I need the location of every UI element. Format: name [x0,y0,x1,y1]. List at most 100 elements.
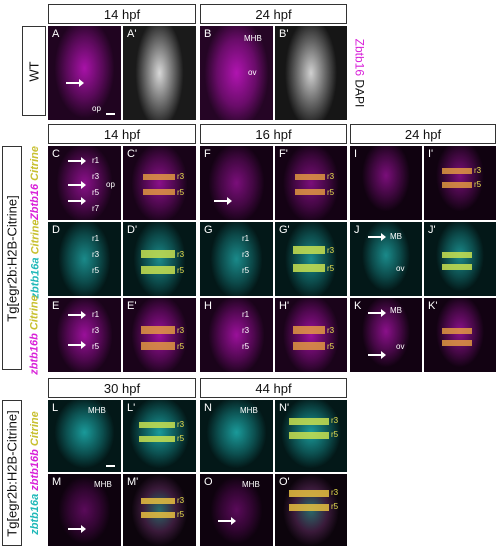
annotation-r3: r3 [327,172,335,181]
panel-N-prime: N' r3 r5 [275,400,347,472]
citrine-band-r3 [442,328,472,334]
panel-H-prime: H' r3 r5 [275,298,347,372]
row-label-zbtb16: Zbtb16 Citrine [29,146,41,220]
annotation-r5: r5 [327,342,335,351]
row-label-zbtb16b: zbtb16b Citrine [29,295,41,375]
panel-I-prime: I' r3 r5 [424,146,496,220]
panel-J-prime: J' [424,222,496,296]
panel-D: D r1 r3 r5 [48,222,121,296]
citrine-band-r5 [289,504,329,511]
citrine-band-r5 [293,264,325,272]
arrow-icon [368,309,386,317]
citrine-band-r5 [293,342,325,350]
panel-label: L [52,402,59,414]
annotation-r5: r5 [177,342,185,351]
annotation-r3: r3 [474,166,482,175]
annotation-r5: r5 [177,434,185,443]
citrine-band-r3 [289,418,329,425]
annotation-r3: r3 [327,326,335,335]
header-44hpf: 44 hpf [200,378,347,398]
annotation-r3: r3 [331,416,339,425]
panel-J: J MB ov [350,222,422,296]
annotation-r5: r5 [177,510,185,519]
citrine-band-r3 [141,498,175,504]
annotation-r3: r3 [177,420,185,429]
panel-label: B [204,28,212,40]
citrine-band-r3 [141,326,175,334]
annotation-r5: r5 [474,180,482,189]
panel-label: B' [279,28,289,40]
panel-label: I' [428,148,434,160]
label-wt: WT [22,26,46,116]
annotation-op: op [106,180,115,189]
annotation-ov: ov [248,68,257,77]
annotation-r3: r3 [177,496,185,505]
panel-label: K' [428,300,438,312]
panel-label: J' [428,224,436,236]
annotation-r5: r5 [92,188,100,197]
panel-G: G r1 r3 r5 [200,222,273,296]
citrine-band-r5 [442,182,472,188]
citrine-band-r5 [442,340,472,346]
annotation-r5: r5 [331,502,339,511]
annotation-r1: r1 [242,310,250,319]
arrow-icon [66,79,84,87]
panel-D-prime: D' r3 r5 [123,222,196,296]
panel-label: J [354,224,360,236]
annotation-r1: r1 [92,156,100,165]
panel-label: M [52,476,62,488]
panel-A: A op [48,26,121,120]
arrow-icon [68,197,86,205]
panel-C-prime: C' r3 r5 [123,146,196,220]
arrow-icon [68,181,86,189]
header-14hpf-top: 14 hpf [48,4,196,24]
panel-M-prime: M' r3 r5 [123,474,196,546]
annotation-r1: r1 [92,234,100,243]
citrine-band-r5 [143,189,175,195]
panel-label: A [52,28,60,40]
annotation-r3: r3 [92,172,100,181]
annotation-r5: r5 [327,188,335,197]
annotation-mhb: MHB [94,480,112,489]
citrine-band-r3 [442,252,472,258]
annotation-ov: ov [396,342,405,351]
panel-label: G' [279,224,290,236]
arrow-icon [218,517,236,525]
panel-K-prime: K' [424,298,496,372]
header-24hpf-top: 24 hpf [200,4,347,24]
panel-label: A' [127,28,137,40]
annotation-r5: r5 [92,266,100,275]
annotation-r3: r3 [177,250,185,259]
annotation-r3: r3 [177,326,185,335]
panel-B: B MHB ov [200,26,273,120]
panel-O: O MHB [200,474,273,546]
panel-label: E' [127,300,137,312]
arrow-icon [368,351,386,359]
annotation-mhb: MHB [88,406,106,415]
panel-label: O [204,476,213,488]
citrine-band-r5 [141,266,175,274]
arrow-icon [68,525,86,533]
label-tg-egr2b-1: Tg[egr2b:H2B-Citrine] [2,146,22,370]
arrow-icon [368,233,386,241]
panel-label: F' [279,148,288,160]
panel-label: M' [127,476,139,488]
annotation-r3: r3 [242,326,250,335]
annotation-r3: r3 [92,250,100,259]
citrine-band-r5 [295,189,325,195]
panel-M: M MHB [48,474,121,546]
panel-label: D [52,224,60,236]
annotation-r1: r1 [242,234,250,243]
panel-N: N MHB [200,400,273,472]
annotation-r5: r5 [327,264,335,273]
panel-L: L MHB [48,400,121,472]
panel-label: G [204,224,213,236]
citrine-band-r3 [293,326,325,334]
panel-label: I [354,148,358,160]
panel-K: K MB ov [350,298,422,372]
arrow-icon [68,157,86,165]
annotation-r5: r5 [242,266,250,275]
scale-bar [106,113,115,115]
row-label-zbtb16a: zbtb16a Citrine [29,219,41,299]
panel-label: D' [127,224,138,236]
